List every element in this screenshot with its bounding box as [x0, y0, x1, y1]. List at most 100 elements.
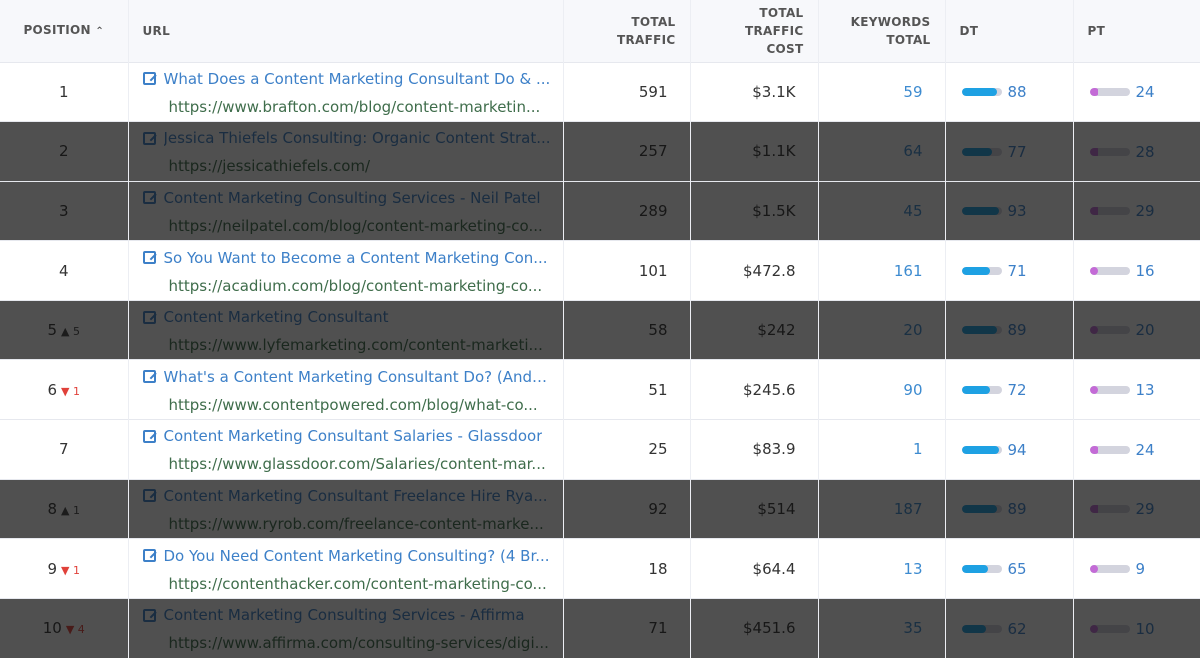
- external-link-icon[interactable]: [142, 429, 156, 443]
- position-cell: 8 ▲ 1: [0, 478, 129, 539]
- pt-bar: [1089, 445, 1130, 454]
- keywords-total-link[interactable]: 90: [818, 359, 946, 420]
- page-url[interactable]: https://www.brafton.com/blog/content-mar…: [168, 97, 541, 116]
- pt-value: 20: [1135, 321, 1155, 340]
- pt-bar-fill: [1089, 564, 1099, 573]
- dt-value: 77: [1007, 142, 1027, 161]
- position-cell: 6 ▼ 1: [0, 359, 129, 420]
- dt-cell: 89: [945, 478, 1074, 539]
- dt-bar: [961, 445, 1002, 454]
- external-link-icon[interactable]: [142, 608, 156, 622]
- page-url[interactable]: https://www.affirma.com/consulting-servi…: [168, 634, 549, 653]
- external-link-icon[interactable]: [142, 251, 156, 265]
- page-url[interactable]: https://acadium.com/blog/content-marketi…: [168, 276, 543, 295]
- external-link-icon[interactable]: [142, 370, 156, 384]
- pt-bar-fill: [1089, 88, 1100, 97]
- position-cell: 3: [0, 180, 129, 241]
- total-traffic: 92: [563, 478, 691, 539]
- keywords-total-link[interactable]: 59: [818, 61, 946, 122]
- rank-change-value: 1: [73, 563, 80, 577]
- page-url[interactable]: https://www.contentpowered.com/blog/what…: [168, 395, 538, 414]
- page-url[interactable]: https://www.lyfemarketing.com/content-ma…: [168, 336, 543, 355]
- position-value: 3: [58, 201, 69, 220]
- pt-value: 9: [1135, 559, 1146, 578]
- external-link-icon[interactable]: [142, 191, 156, 205]
- header-url[interactable]: URL: [128, 0, 564, 62]
- keywords-total-link[interactable]: 13: [818, 538, 946, 599]
- keywords-total-link[interactable]: 20: [818, 299, 946, 360]
- traffic-cost: $451.6: [690, 597, 819, 658]
- page-url[interactable]: https://www.glassdoor.com/Salaries/conte…: [168, 455, 546, 474]
- page-title-link[interactable]: Content Marketing Consultant Freelance H…: [163, 486, 548, 505]
- page-title-link[interactable]: What Does a Content Marketing Consultant…: [163, 69, 551, 88]
- external-link-icon[interactable]: [142, 131, 156, 145]
- dt-cell: 62: [945, 597, 1074, 658]
- table-row: 6 ▼ 1 What's a Content Marketing Consulta…: [0, 359, 1200, 420]
- dt-bar-fill: [961, 386, 991, 395]
- traffic-cost: $83.9: [690, 419, 819, 480]
- header-total-traffic[interactable]: TOTAL TRAFFIC: [563, 0, 691, 62]
- page-url[interactable]: https://neilpatel.com/blog/content-marke…: [168, 216, 543, 235]
- dt-cell: 89: [945, 299, 1074, 360]
- dt-value: 71: [1007, 261, 1027, 280]
- page-title-link[interactable]: So You Want to Become a Content Marketin…: [163, 248, 548, 267]
- dt-bar: [961, 266, 1002, 275]
- dt-cell: 72: [945, 359, 1074, 420]
- dt-bar-fill: [961, 266, 990, 275]
- rank-change-up: ▲ 1: [61, 503, 80, 517]
- page-title-link[interactable]: Content Marketing Consultant Salaries - …: [163, 427, 543, 446]
- rank-change-value: 1: [73, 503, 80, 517]
- keywords-total-link[interactable]: 1: [818, 419, 946, 480]
- position-cell: 4: [0, 240, 129, 301]
- header-pt[interactable]: PT: [1073, 0, 1200, 62]
- header-dt[interactable]: DT: [945, 0, 1074, 62]
- header-traffic-cost[interactable]: TOTAL TRAFFIC COST: [690, 0, 819, 62]
- page-title-link[interactable]: Content Marketing Consultant: [163, 308, 389, 327]
- page-title-link[interactable]: Content Marketing Consulting Services - …: [163, 606, 525, 625]
- total-traffic: 71: [563, 597, 691, 658]
- pt-cell: 13: [1073, 359, 1200, 420]
- table-row: 2 Jessica Thiefels Consulting: Organic C…: [0, 121, 1200, 182]
- page-title-link[interactable]: Content Marketing Consulting Services - …: [163, 188, 541, 207]
- header-position[interactable]: POSITION ⌃: [0, 0, 129, 62]
- url-cell: What Does a Content Marketing Consultant…: [128, 61, 564, 122]
- page-url[interactable]: https://www.ryrob.com/freelance-content-…: [168, 514, 544, 533]
- dt-bar: [961, 386, 1002, 395]
- pt-bar-fill: [1089, 624, 1099, 633]
- pt-cell: 29: [1073, 478, 1200, 539]
- external-link-icon[interactable]: [142, 72, 156, 86]
- traffic-cost: $245.6: [690, 359, 819, 420]
- table-row: 5 ▲ 5 Content Marketing Consultant https:…: [0, 299, 1200, 360]
- traffic-cost: $242: [690, 299, 819, 360]
- page-url[interactable]: https://jessicathiefels.com/: [168, 157, 371, 176]
- page-title-link[interactable]: Jessica Thiefels Consulting: Organic Con…: [163, 129, 551, 148]
- pt-bar-fill: [1089, 266, 1099, 275]
- external-link-icon[interactable]: [142, 489, 156, 503]
- dt-cell: 77: [945, 121, 1074, 182]
- external-link-icon[interactable]: [142, 310, 156, 324]
- keywords-total-link[interactable]: 161: [818, 240, 946, 301]
- dt-bar-fill: [961, 505, 998, 514]
- dt-value: 65: [1007, 559, 1027, 578]
- page-title-link[interactable]: Do You Need Content Marketing Consulting…: [163, 546, 550, 565]
- header-keywords-total[interactable]: KEYWORDS TOTAL: [818, 0, 946, 62]
- dt-value: 89: [1007, 500, 1027, 519]
- keywords-total-link[interactable]: 45: [818, 180, 946, 241]
- position-cell: 2: [0, 121, 129, 182]
- url-cell: So You Want to Become a Content Marketin…: [128, 240, 564, 301]
- url-cell: Content Marketing Consultant https://www…: [128, 299, 564, 360]
- page-url[interactable]: https://contenthacker.com/content-market…: [168, 574, 547, 593]
- position-value: 1: [58, 82, 69, 101]
- pt-cell: 28: [1073, 121, 1200, 182]
- keywords-total-link[interactable]: 187: [818, 478, 946, 539]
- keywords-total-link[interactable]: 64: [818, 121, 946, 182]
- external-link-icon[interactable]: [142, 549, 156, 563]
- total-traffic: 18: [563, 538, 691, 599]
- pt-bar: [1089, 147, 1130, 156]
- pt-cell: 16: [1073, 240, 1200, 301]
- page-title-link[interactable]: What's a Content Marketing Consultant Do…: [163, 367, 551, 386]
- rank-change-value: 1: [73, 384, 80, 398]
- keywords-total-link[interactable]: 35: [818, 597, 946, 658]
- pt-value: 28: [1135, 142, 1155, 161]
